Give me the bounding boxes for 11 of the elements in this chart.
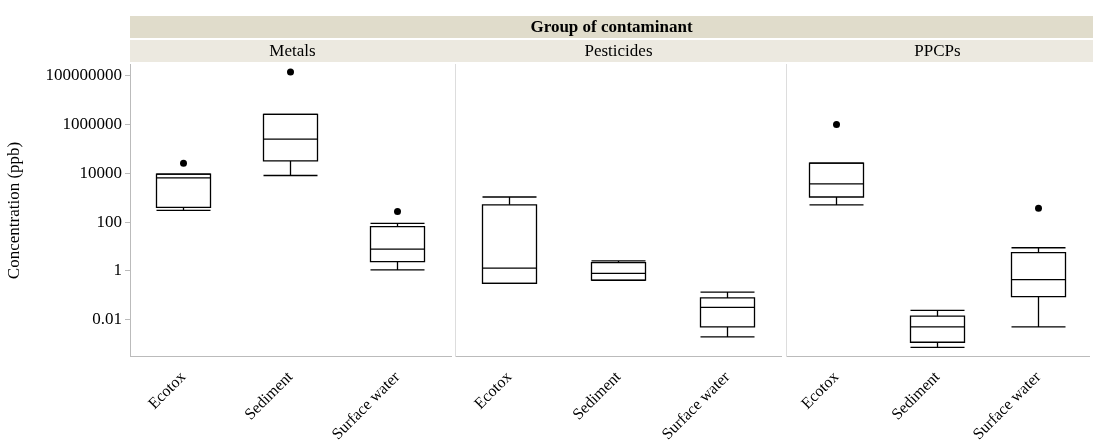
- y-tick-label: 1000000: [62, 113, 122, 133]
- chart-title: Metals: [130, 40, 455, 62]
- y-tick-label: 100000000: [45, 65, 122, 85]
- text: Group of contaminant: [130, 16, 1093, 38]
- y-tick-label: 1: [113, 260, 122, 280]
- y-tick-label: 100: [96, 211, 122, 231]
- y-tick-label: 0.01: [92, 309, 122, 329]
- y-axis-title: Concentration (ppb): [3, 141, 23, 280]
- chart-title: Pesticides: [455, 40, 782, 62]
- chart-title: PPCPs: [782, 40, 1093, 62]
- y-tick-label: 10000: [79, 162, 122, 182]
